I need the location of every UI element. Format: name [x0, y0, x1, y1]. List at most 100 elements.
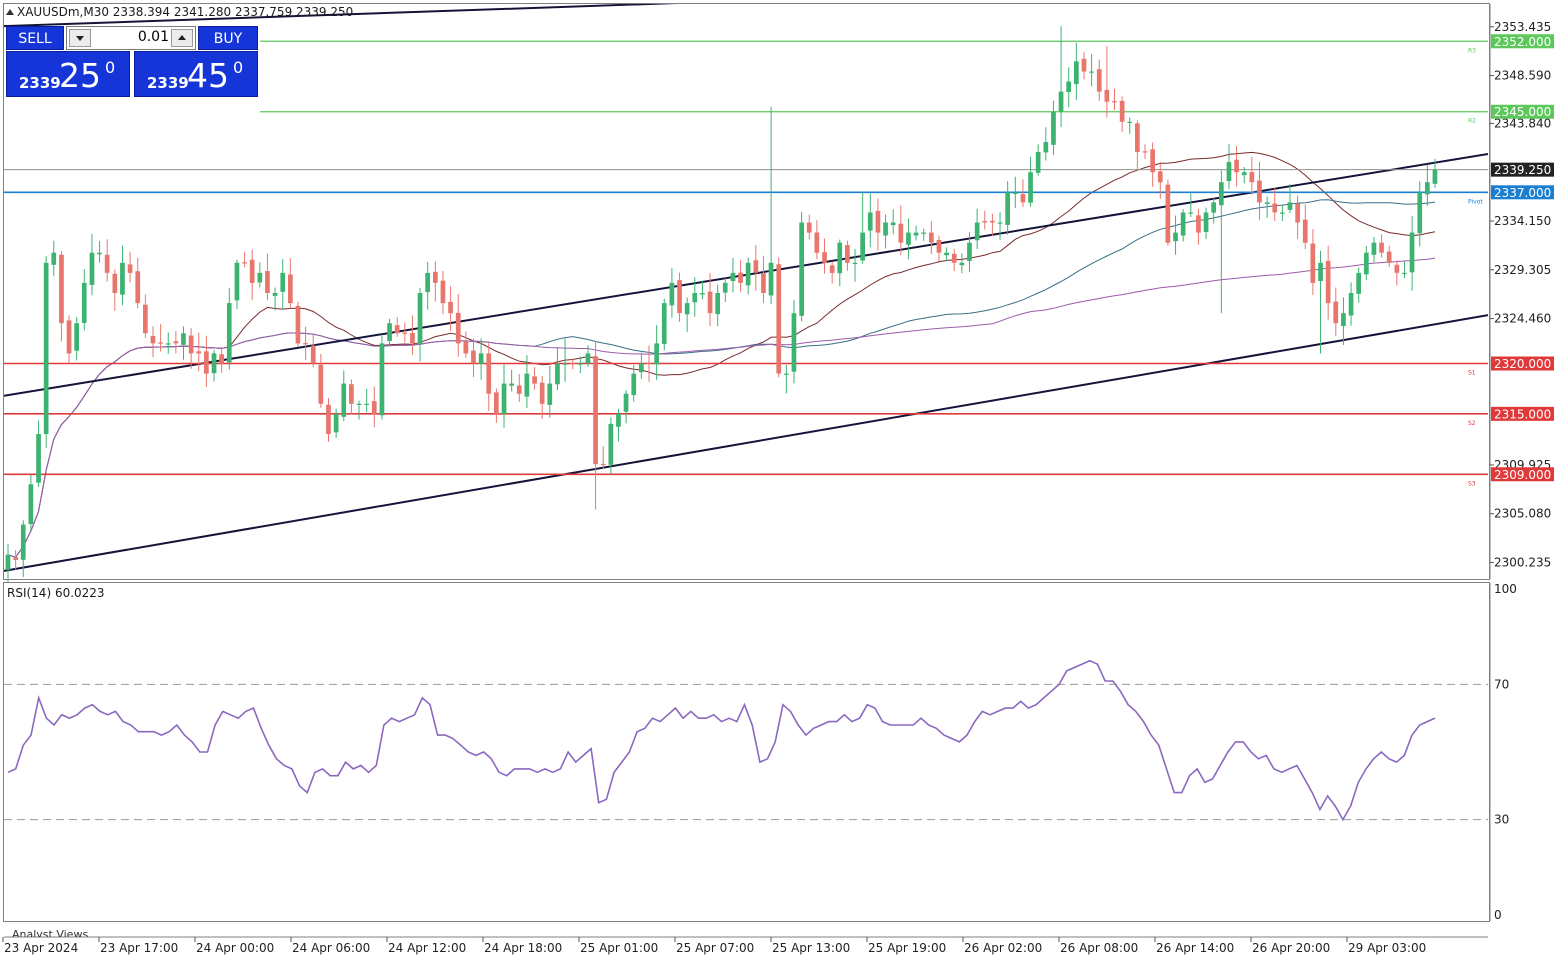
collapse-triangle-icon[interactable]: [6, 9, 14, 15]
candle-body[interactable]: [425, 272, 430, 293]
candle-body[interactable]: [1035, 152, 1041, 173]
candle-body[interactable]: [1386, 251, 1392, 263]
candle-body[interactable]: [74, 323, 79, 351]
candle-body[interactable]: [837, 242, 843, 274]
candle-body[interactable]: [188, 335, 194, 354]
candle-body[interactable]: [104, 254, 110, 273]
candle-body[interactable]: [753, 260, 759, 273]
candle-body[interactable]: [257, 272, 263, 283]
candle-body[interactable]: [394, 325, 400, 334]
candle-body[interactable]: [387, 323, 392, 341]
candle-body[interactable]: [1257, 180, 1262, 203]
candle-body[interactable]: [1074, 61, 1079, 85]
candle-body[interactable]: [1249, 172, 1255, 183]
candle-body[interactable]: [356, 403, 362, 405]
candle-body[interactable]: [1379, 242, 1384, 253]
candle-body[interactable]: [799, 222, 804, 316]
lot-increase-icon[interactable]: [171, 29, 193, 47]
candle-body[interactable]: [1234, 159, 1239, 173]
candle-body[interactable]: [1043, 142, 1049, 153]
candle-body[interactable]: [921, 232, 927, 234]
candle-body[interactable]: [1196, 215, 1201, 233]
candle-body[interactable]: [455, 312, 461, 344]
candle-body[interactable]: [1142, 151, 1148, 153]
candle-body[interactable]: [822, 252, 827, 263]
candle-body[interactable]: [1127, 121, 1133, 123]
lot-decrease-icon[interactable]: [69, 29, 91, 47]
candle-body[interactable]: [1432, 169, 1438, 184]
candle-body[interactable]: [1356, 272, 1361, 294]
candle-body[interactable]: [158, 342, 163, 344]
candle-body[interactable]: [81, 282, 87, 323]
candle-body[interactable]: [1104, 89, 1110, 102]
candle-body[interactable]: [1364, 252, 1369, 275]
candle-body[interactable]: [784, 373, 789, 375]
candle-body[interactable]: [165, 343, 171, 345]
candle-body[interactable]: [951, 253, 957, 263]
candle-body[interactable]: [448, 301, 453, 314]
candle-body[interactable]: [120, 262, 125, 295]
candle-body[interactable]: [1119, 100, 1125, 122]
candle-body[interactable]: [310, 345, 316, 364]
candle-body[interactable]: [1165, 184, 1171, 243]
candle-body[interactable]: [181, 333, 186, 345]
candle-body[interactable]: [1310, 243, 1316, 283]
candle-body[interactable]: [1005, 192, 1010, 225]
candle-body[interactable]: [288, 274, 293, 304]
candle-body[interactable]: [89, 252, 95, 285]
candle-body[interactable]: [669, 282, 675, 306]
candle-body[interactable]: [814, 232, 820, 253]
candle-body[interactable]: [570, 363, 575, 365]
candle-body[interactable]: [1028, 172, 1033, 203]
candle-body[interactable]: [715, 293, 720, 315]
candle-body[interactable]: [890, 222, 896, 226]
candle-body[interactable]: [722, 282, 728, 293]
candle-body[interactable]: [410, 333, 415, 344]
candle-body[interactable]: [585, 353, 591, 364]
candle-body[interactable]: [127, 264, 133, 273]
candle-body[interactable]: [608, 423, 614, 465]
candle-body[interactable]: [1287, 202, 1293, 210]
candle-body[interactable]: [272, 293, 278, 296]
lot-size-input[interactable]: 0.01: [137, 29, 169, 45]
candle-body[interactable]: [707, 291, 713, 314]
candle-body[interactable]: [20, 524, 26, 560]
candle-body[interactable]: [417, 293, 423, 344]
candle-body[interactable]: [1012, 192, 1018, 194]
candle-body[interactable]: [265, 271, 270, 293]
candle-body[interactable]: [249, 259, 255, 283]
candle-body[interactable]: [242, 262, 247, 264]
candle-body[interactable]: [738, 272, 743, 283]
candle-body[interactable]: [616, 413, 621, 427]
candle-body[interactable]: [997, 222, 1003, 224]
candle-body[interactable]: [898, 223, 904, 243]
candle-body[interactable]: [1226, 162, 1232, 182]
candle-body[interactable]: [867, 212, 873, 231]
candle-body[interactable]: [1302, 219, 1308, 243]
candle-body[interactable]: [1081, 58, 1087, 72]
candle-body[interactable]: [112, 273, 118, 293]
candle-body[interactable]: [379, 343, 385, 416]
candle-body[interactable]: [1157, 171, 1163, 183]
candle-body[interactable]: [371, 401, 377, 414]
candle-body[interactable]: [1341, 313, 1346, 326]
trend-channel-line-1[interactable]: [4, 0, 1380, 28]
candle-body[interactable]: [944, 252, 949, 256]
candle-body[interactable]: [1371, 242, 1377, 255]
buy-price-button[interactable]: 2339 45 0: [134, 51, 258, 97]
candle-body[interactable]: [486, 353, 492, 394]
candle-body[interactable]: [1188, 212, 1194, 214]
candle-body[interactable]: [860, 232, 865, 261]
candle-body[interactable]: [43, 262, 49, 434]
candle-body[interactable]: [471, 350, 476, 364]
candle-body[interactable]: [906, 232, 911, 245]
candle-body[interactable]: [1020, 194, 1026, 203]
candle-body[interactable]: [66, 320, 72, 354]
candle-body[interactable]: [295, 305, 301, 344]
candle-body[interactable]: [1203, 212, 1209, 233]
rsi-line[interactable]: [7, 659, 1436, 822]
candle-body[interactable]: [226, 303, 232, 363]
candle-body[interactable]: [646, 362, 652, 364]
candle-body[interactable]: [349, 384, 354, 404]
candle-body[interactable]: [318, 364, 324, 404]
